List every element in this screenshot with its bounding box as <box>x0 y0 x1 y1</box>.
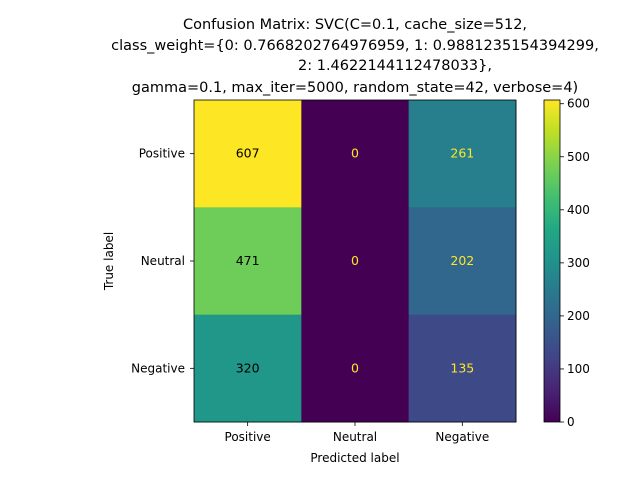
matrix-value-label: 320 <box>236 360 260 375</box>
matrix-value-label: 0 <box>351 253 359 268</box>
matrix-cell <box>194 100 302 208</box>
title-line-1: Confusion Matrix: SVC(C=0.1, cache_size=… <box>183 17 527 33</box>
matrix-cell <box>301 207 410 316</box>
colorbar-tick-label: 400 <box>567 203 590 217</box>
matrix-value-label: 135 <box>450 360 474 375</box>
title-line-2: class_weight={0: 0.7668202764976959, 1: … <box>111 38 599 54</box>
colorbar-tick-label: 100 <box>567 362 590 376</box>
y-tick-label: Neutral <box>141 254 185 268</box>
matrix-value-label: 202 <box>450 253 474 268</box>
colorbar-tick-label: 300 <box>567 256 590 270</box>
matrix-cells <box>193 99 517 423</box>
x-tick-label: Negative <box>435 430 489 444</box>
matrix-cell <box>408 100 517 208</box>
colorbar-tick-label: 0 <box>567 415 575 429</box>
chart-title: Confusion Matrix: SVC(C=0.1, cache_size=… <box>111 17 599 96</box>
colorbar: 0 100 200 300 400 500 600 <box>543 97 590 429</box>
matrix-value-labels: 607 0 261 471 0 202 320 0 135 <box>236 146 475 376</box>
title-line-4: gamma=0.1, max_iter=5000, random_state=4… <box>132 80 578 96</box>
x-tick-label: Neutral <box>333 430 377 444</box>
matrix-cell <box>408 207 517 316</box>
matrix-value-label: 261 <box>450 146 474 161</box>
matrix-cell <box>194 207 302 316</box>
matrix-cell <box>194 314 302 423</box>
matrix-value-label: 607 <box>236 146 260 161</box>
x-tick-label: Positive <box>225 430 271 444</box>
colorbar-gradient <box>543 99 561 423</box>
matrix-cell <box>301 314 410 423</box>
colorbar-tick-label: 600 <box>567 97 590 111</box>
matrix-value-label: 0 <box>351 360 359 375</box>
y-tick-label: Positive <box>139 147 185 161</box>
matrix-cell <box>301 100 410 208</box>
x-axis-ticks: Positive Neutral Negative <box>225 421 489 444</box>
matrix-value-label: 0 <box>351 146 359 161</box>
matrix-value-label: 471 <box>236 253 260 268</box>
y-tick-label: Negative <box>131 361 185 375</box>
colorbar-tick-label: 500 <box>567 150 590 164</box>
title-line-3: 2: 1.4622144112478033}, <box>298 58 492 74</box>
colorbar-tick-label: 200 <box>567 309 590 323</box>
matrix-cell <box>408 314 517 423</box>
y-axis-ticks: Positive Neutral Negative <box>131 147 194 375</box>
x-axis-label: Predicted label <box>310 451 399 465</box>
y-axis-label: True label <box>102 232 116 291</box>
